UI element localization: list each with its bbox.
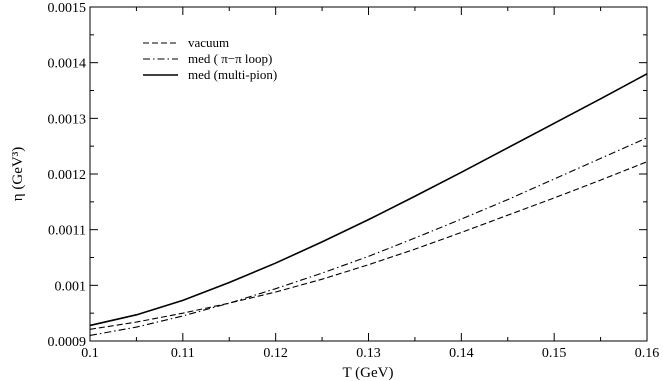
x-tick-label: 0.16	[635, 346, 660, 361]
y-tick-label: 0.0013	[48, 112, 87, 127]
plot-frame	[89, 6, 648, 342]
legend-label: med ( π−π loop)	[188, 51, 272, 66]
series-line	[89, 137, 648, 336]
y-tick-label: 0.0012	[48, 168, 87, 183]
y-tick-label: 0.0014	[48, 57, 87, 72]
axis-ticks: 0.1 0.11 0.12 0.13 0.14 0.15 0.16 0.0009 0.001 0.…	[48, 1, 660, 361]
legend-label: vacuum	[188, 35, 229, 50]
y-tick-label: 0.001	[55, 279, 87, 294]
x-axis-label: T (GeV)	[343, 365, 394, 381]
x-tick-label: 0.15	[542, 346, 567, 361]
y-tick-label: 0.0015	[48, 1, 87, 16]
y-tick-label: 0.0011	[48, 224, 86, 239]
series-line	[89, 161, 648, 330]
legend-label: med (multi-pion)	[188, 67, 277, 82]
x-tick-label: 0.13	[356, 346, 381, 361]
x-tick-label: 0.14	[449, 346, 474, 361]
x-tick-label: 0.1	[81, 346, 99, 361]
series-layer	[89, 73, 648, 336]
y-axis-label: η (GeV³)	[10, 147, 26, 201]
x-tick-label: 0.12	[263, 346, 288, 361]
x-tick-label: 0.11	[171, 346, 195, 361]
y-tick-label: 0.0009	[48, 335, 87, 350]
series-line	[89, 73, 648, 327]
